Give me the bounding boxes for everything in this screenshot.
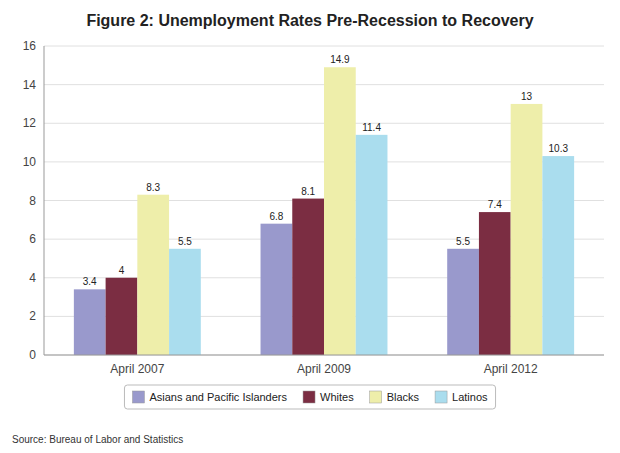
- y-tick-labels: 0 2 4 6 8 10 12 14 16: [23, 39, 37, 362]
- chart-container: Figure 2: Unemployment Rates Pre-Recessi…: [0, 0, 620, 453]
- legend-swatch: [303, 391, 315, 403]
- bar: [324, 67, 356, 355]
- x-tick-label: April 2007: [110, 362, 164, 376]
- annotation: Source: Bureau of Labor and Statistics: [12, 434, 183, 445]
- legend-entry: Blacks: [387, 391, 420, 403]
- y-tick-label: 16: [23, 39, 37, 53]
- y-tick-label: 8: [29, 194, 36, 208]
- x-tick-labels: April 2007 April 2009 April 2012: [110, 362, 538, 376]
- y-tick-label: 12: [23, 116, 37, 130]
- y-tick-label: 10: [23, 155, 37, 169]
- data-label: 11.4: [362, 122, 381, 133]
- legend-entry: Latinos: [452, 391, 488, 403]
- data-label: 14.9: [330, 54, 350, 65]
- chart-svg: Figure 2: Unemployment Rates Pre-Recessi…: [0, 0, 620, 453]
- bar: [542, 156, 574, 355]
- chart-title: Figure 2: Unemployment Rates Pre-Recessi…: [86, 12, 533, 29]
- data-label: 5.5: [178, 236, 192, 247]
- data-label: 8.1: [301, 186, 315, 197]
- bar: [169, 249, 201, 355]
- y-tick-label: 14: [23, 78, 37, 92]
- data-label: 13: [521, 91, 533, 102]
- bar: [479, 212, 511, 355]
- y-tick-label: 6: [29, 232, 36, 246]
- x-axis-line: [44, 355, 604, 356]
- legend: Asians and Pacific Islanders Whites Blacks…: [124, 385, 495, 409]
- legend-entry: Whites: [320, 391, 354, 403]
- x-tick-label: April 2012: [484, 362, 538, 376]
- data-label: 8.3: [146, 182, 160, 193]
- grid-line: [44, 355, 604, 356]
- bars: [74, 67, 574, 355]
- data-label: 5.5: [456, 236, 470, 247]
- bar: [511, 104, 543, 355]
- bar: [74, 289, 106, 355]
- legend-entry: Asians and Pacific Islanders: [149, 391, 287, 403]
- bar: [356, 135, 388, 355]
- legend-swatch: [132, 391, 144, 403]
- bar: [261, 224, 293, 355]
- data-label: 4: [119, 265, 125, 276]
- bar: [292, 199, 324, 355]
- x-tick-label: April 2009: [297, 362, 351, 376]
- legend-swatch: [370, 391, 382, 403]
- data-label: 3.4: [83, 276, 97, 287]
- data-labels: 3.4 6.8 5.5 4 8.1 7.4 8.3 14.9 13 5.5 11.4 10.3: [83, 54, 569, 287]
- data-label: 10.3: [549, 143, 569, 154]
- y-grid: [44, 46, 604, 355]
- y-tick-label: 2: [29, 309, 36, 323]
- bar: [106, 278, 138, 355]
- y-tick-label: 4: [29, 271, 36, 285]
- grid-line: [44, 46, 604, 47]
- y-tick-label: 0: [29, 348, 36, 362]
- legend-swatch: [435, 391, 447, 403]
- legend-frame: [124, 385, 495, 409]
- bar: [447, 249, 479, 355]
- data-label: 6.8: [269, 211, 283, 222]
- data-label: 7.4: [488, 199, 502, 210]
- bar: [137, 195, 169, 355]
- y-axis-line: [44, 46, 45, 355]
